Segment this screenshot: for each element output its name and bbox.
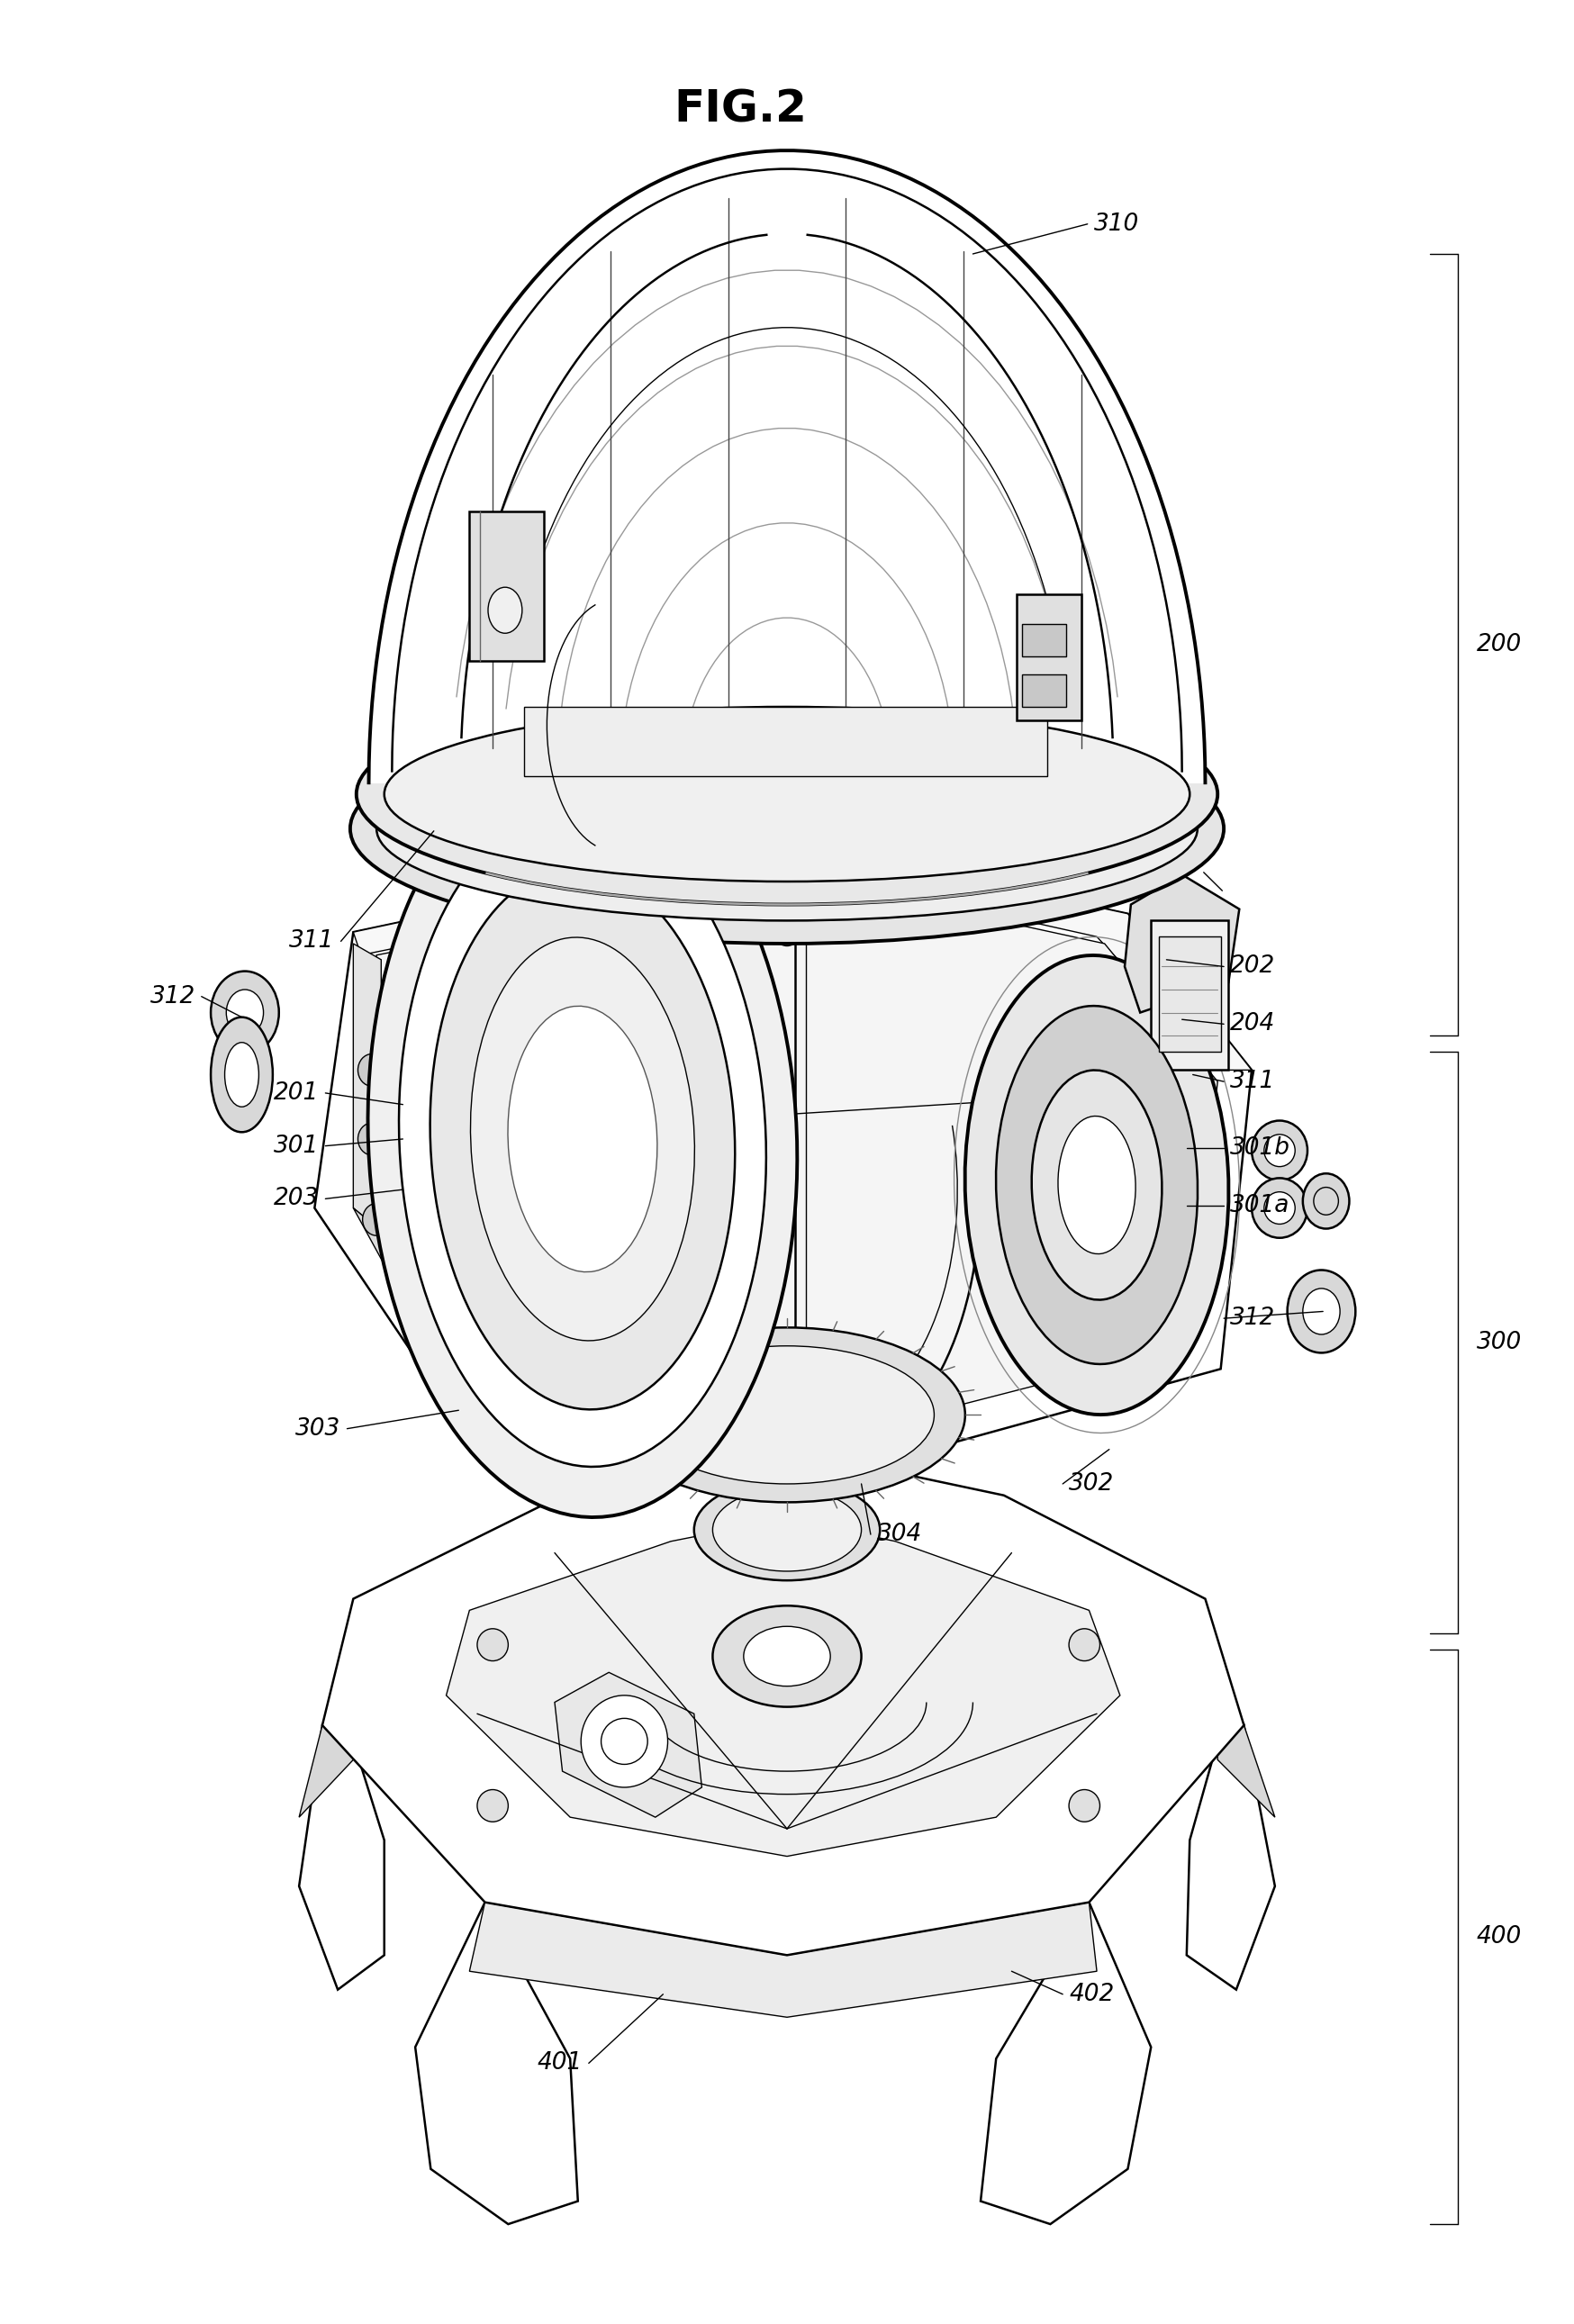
Polygon shape (1187, 1724, 1275, 1989)
Bar (1158, 937, 1221, 1053)
Ellipse shape (1069, 1789, 1100, 1822)
Ellipse shape (477, 1789, 508, 1822)
Ellipse shape (1303, 1174, 1349, 1229)
Ellipse shape (1122, 862, 1149, 895)
Ellipse shape (425, 862, 452, 895)
Ellipse shape (1251, 1178, 1308, 1239)
Polygon shape (752, 1457, 822, 1576)
Ellipse shape (431, 806, 477, 860)
Ellipse shape (641, 1346, 933, 1483)
Text: 301a: 301a (1229, 1195, 1289, 1218)
Ellipse shape (1264, 1192, 1295, 1225)
Ellipse shape (752, 1529, 822, 1576)
Polygon shape (469, 1903, 1097, 2017)
Text: 302: 302 (1069, 1471, 1114, 1497)
Ellipse shape (752, 1434, 822, 1480)
Ellipse shape (408, 737, 1166, 897)
Polygon shape (554, 1673, 702, 1817)
Text: 304: 304 (877, 1522, 922, 1545)
Polygon shape (1218, 1724, 1275, 1817)
Ellipse shape (773, 711, 801, 744)
Ellipse shape (508, 1006, 658, 1271)
Ellipse shape (488, 588, 523, 632)
Polygon shape (353, 1208, 477, 1392)
Ellipse shape (357, 1055, 386, 1085)
Ellipse shape (225, 1043, 258, 1106)
Text: 204: 204 (1229, 1013, 1275, 1037)
Ellipse shape (362, 1204, 390, 1236)
Ellipse shape (1288, 1269, 1355, 1353)
Text: 311: 311 (290, 930, 335, 953)
Text: 312: 312 (150, 985, 195, 1009)
Ellipse shape (211, 971, 279, 1055)
Ellipse shape (227, 990, 263, 1037)
Polygon shape (299, 1724, 384, 1989)
Polygon shape (299, 1724, 353, 1817)
Text: 402: 402 (1069, 1982, 1114, 2006)
Text: 401: 401 (537, 2052, 582, 2075)
Polygon shape (368, 151, 1206, 783)
Ellipse shape (1058, 1116, 1135, 1255)
Ellipse shape (356, 683, 1218, 904)
Ellipse shape (398, 811, 767, 1466)
Bar (1151, 920, 1228, 1069)
Text: 311: 311 (1229, 1069, 1275, 1092)
Text: FIG.2: FIG.2 (674, 88, 807, 130)
Ellipse shape (1031, 1069, 1162, 1299)
Ellipse shape (376, 737, 1198, 920)
Ellipse shape (425, 762, 452, 795)
Ellipse shape (1102, 806, 1147, 860)
Ellipse shape (357, 1122, 386, 1155)
Text: 301b: 301b (1229, 1136, 1291, 1160)
Text: 303: 303 (296, 1418, 342, 1441)
Bar (1023, 674, 1066, 706)
Ellipse shape (965, 955, 1229, 1415)
Text: 201: 201 (274, 1081, 320, 1104)
Text: 300: 300 (1476, 1332, 1522, 1355)
Polygon shape (416, 1903, 578, 2224)
Ellipse shape (1264, 1134, 1295, 1167)
Ellipse shape (1303, 1287, 1339, 1334)
Text: 301: 301 (274, 1134, 320, 1157)
Text: 400: 400 (1476, 1924, 1522, 1948)
Bar (1017, 595, 1081, 720)
Ellipse shape (996, 1006, 1198, 1364)
Ellipse shape (384, 706, 1190, 881)
Ellipse shape (773, 913, 801, 946)
Polygon shape (981, 1903, 1151, 2224)
Polygon shape (353, 841, 1251, 1069)
Ellipse shape (349, 713, 1225, 944)
Polygon shape (368, 874, 1218, 1450)
Text: 202: 202 (1229, 955, 1275, 978)
Ellipse shape (471, 937, 694, 1341)
Text: 203: 203 (274, 1188, 320, 1211)
Ellipse shape (743, 1627, 831, 1687)
Polygon shape (315, 841, 1251, 1487)
Bar (469, 511, 543, 660)
Ellipse shape (211, 1018, 272, 1132)
Text: 200: 200 (1476, 632, 1522, 655)
Polygon shape (1125, 874, 1239, 1013)
Ellipse shape (609, 1327, 965, 1501)
Ellipse shape (477, 1629, 508, 1662)
Polygon shape (445, 1518, 1121, 1857)
Ellipse shape (1069, 1629, 1100, 1662)
Ellipse shape (368, 760, 796, 1518)
Ellipse shape (581, 1697, 667, 1787)
Ellipse shape (1122, 762, 1149, 795)
Ellipse shape (713, 1487, 861, 1571)
Bar (1023, 625, 1066, 655)
Polygon shape (353, 944, 381, 1232)
Text: 310: 310 (1094, 211, 1140, 235)
Ellipse shape (430, 869, 735, 1408)
Bar (524, 706, 1047, 776)
Text: 312: 312 (1229, 1306, 1275, 1329)
Ellipse shape (1251, 1120, 1308, 1181)
Ellipse shape (694, 1480, 880, 1580)
Ellipse shape (713, 1606, 861, 1706)
Polygon shape (323, 1450, 1243, 1954)
